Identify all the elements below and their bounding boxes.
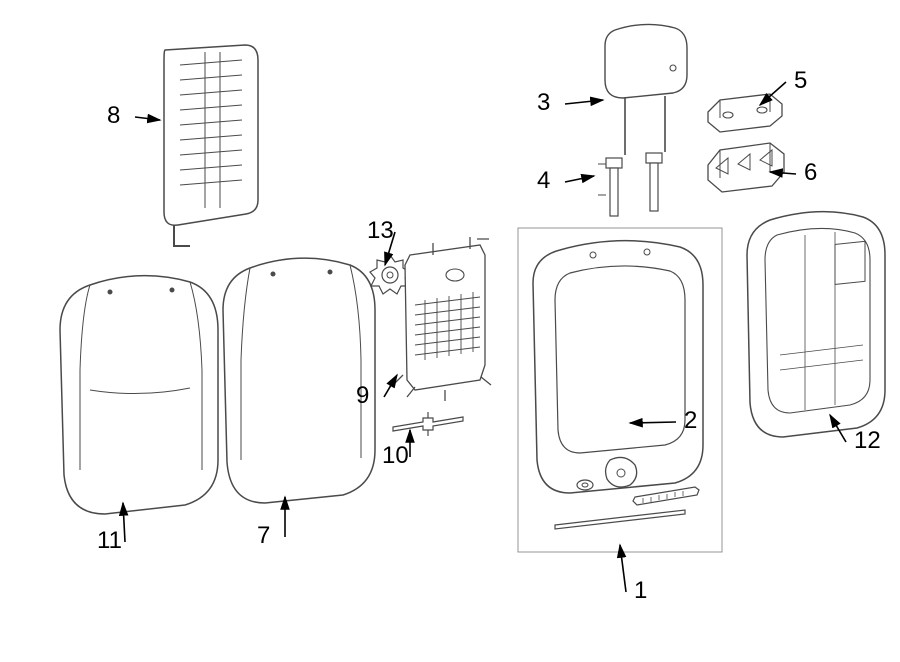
headrest-guide-sleeves [598, 150, 678, 230]
callout-label-9: 9 [356, 382, 369, 410]
callout-label-11: 11 [97, 527, 122, 555]
seat-back-panel [735, 205, 895, 445]
callout-label-6: 6 [804, 159, 817, 187]
callout-label-7: 7 [257, 522, 270, 550]
lower-bracket [698, 140, 793, 195]
lumbar-support-grid [385, 235, 505, 405]
parts-diagram-canvas: 12345678910111213 [0, 0, 900, 662]
callout-label-12: 12 [854, 427, 881, 455]
seat-back-cover [50, 270, 230, 520]
upper-bracket [700, 90, 790, 135]
headrest [595, 20, 695, 160]
heater-element [150, 40, 270, 250]
seat-back-frame-assembly [515, 225, 725, 555]
callout-label-13: 13 [367, 217, 394, 245]
callout-label-4: 4 [537, 167, 550, 195]
callout-label-10: 10 [382, 442, 409, 470]
callout-label-8: 8 [107, 102, 120, 130]
lumbar-actuator-rod [388, 410, 468, 440]
callout-label-3: 3 [537, 89, 550, 117]
callout-label-5: 5 [794, 67, 807, 95]
callout-label-1: 1 [634, 577, 647, 605]
seat-back-pad [215, 250, 385, 510]
callout-label-2: 2 [684, 407, 697, 435]
